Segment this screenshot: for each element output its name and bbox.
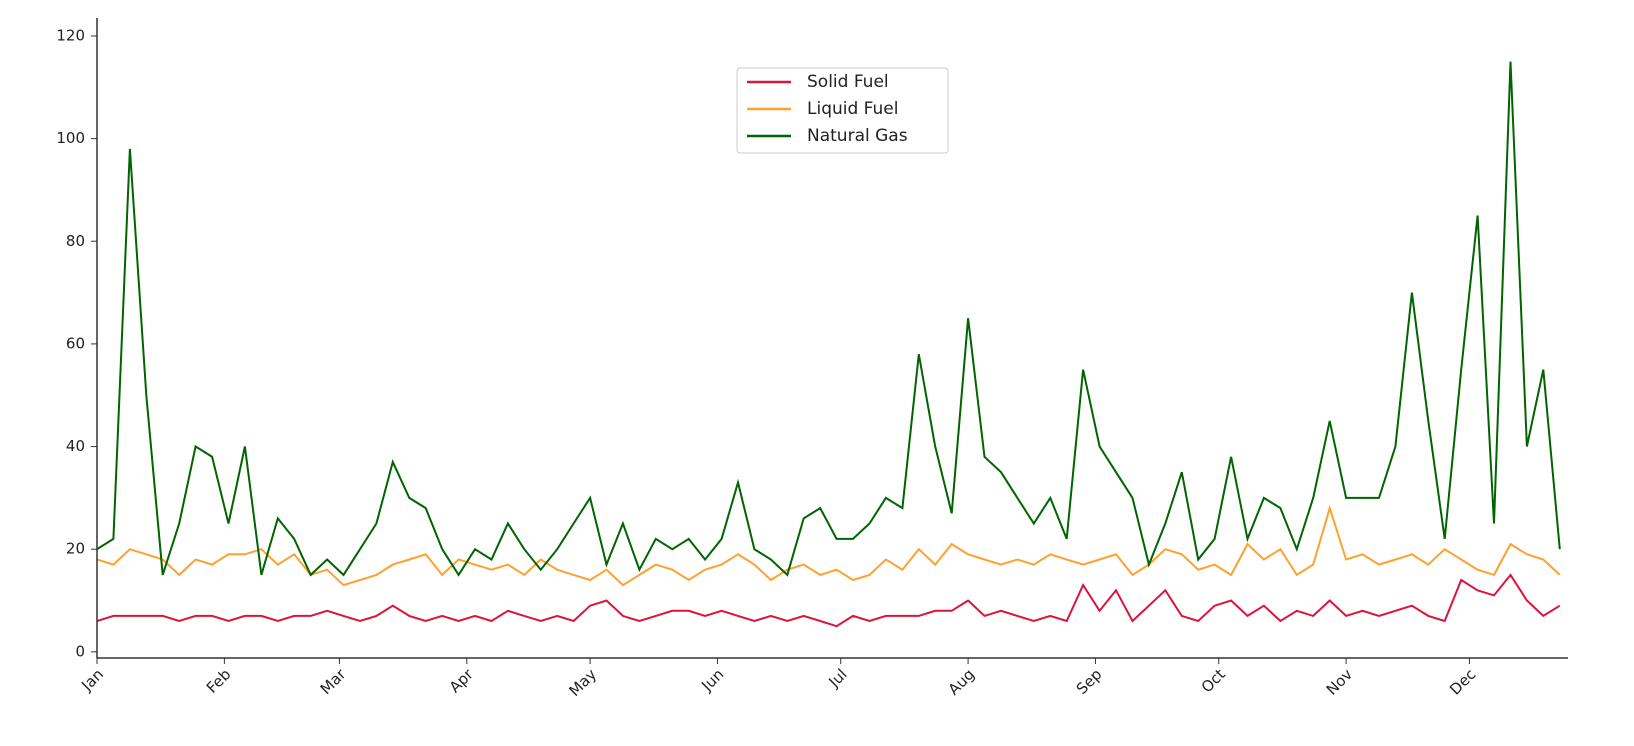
y-tick-label: 60 bbox=[66, 334, 85, 352]
plot-area bbox=[97, 61, 1561, 628]
legend-label: Liquid Fuel bbox=[807, 99, 898, 119]
x-tick-label: Feb bbox=[203, 665, 235, 697]
x-tick-label: Aug bbox=[945, 665, 978, 698]
y-tick-label: 0 bbox=[75, 642, 85, 660]
series-line bbox=[97, 61, 1561, 577]
x-tick-label: Apr bbox=[446, 665, 478, 697]
x-tick-label: Dec bbox=[1446, 665, 1479, 698]
y-tick-label: 80 bbox=[66, 232, 85, 250]
y-tick-label: 120 bbox=[56, 26, 85, 44]
legend-box bbox=[736, 67, 949, 154]
x-tick-label: Sep bbox=[1073, 665, 1106, 698]
x-tick-label: Jul bbox=[824, 665, 850, 691]
x-tick-label: Mar bbox=[317, 665, 350, 698]
x-tick-label: May bbox=[565, 665, 600, 700]
y-tick-label: 100 bbox=[56, 129, 85, 147]
x-tick-label: Jun bbox=[697, 665, 727, 695]
y-tick-label: 20 bbox=[66, 540, 85, 558]
y-tick-label: 40 bbox=[66, 437, 85, 455]
x-tick-label: Nov bbox=[1323, 665, 1357, 699]
series-line bbox=[97, 573, 1561, 628]
legend-label: Natural Gas bbox=[807, 126, 908, 146]
series-line bbox=[97, 504, 1561, 587]
x-tick-label: Oct bbox=[1198, 665, 1229, 696]
legend-label: Solid Fuel bbox=[807, 72, 889, 92]
legend: Solid Fuel Liquid Fuel Natural Gas bbox=[736, 67, 949, 154]
x-tick-label: Jan bbox=[77, 665, 107, 695]
